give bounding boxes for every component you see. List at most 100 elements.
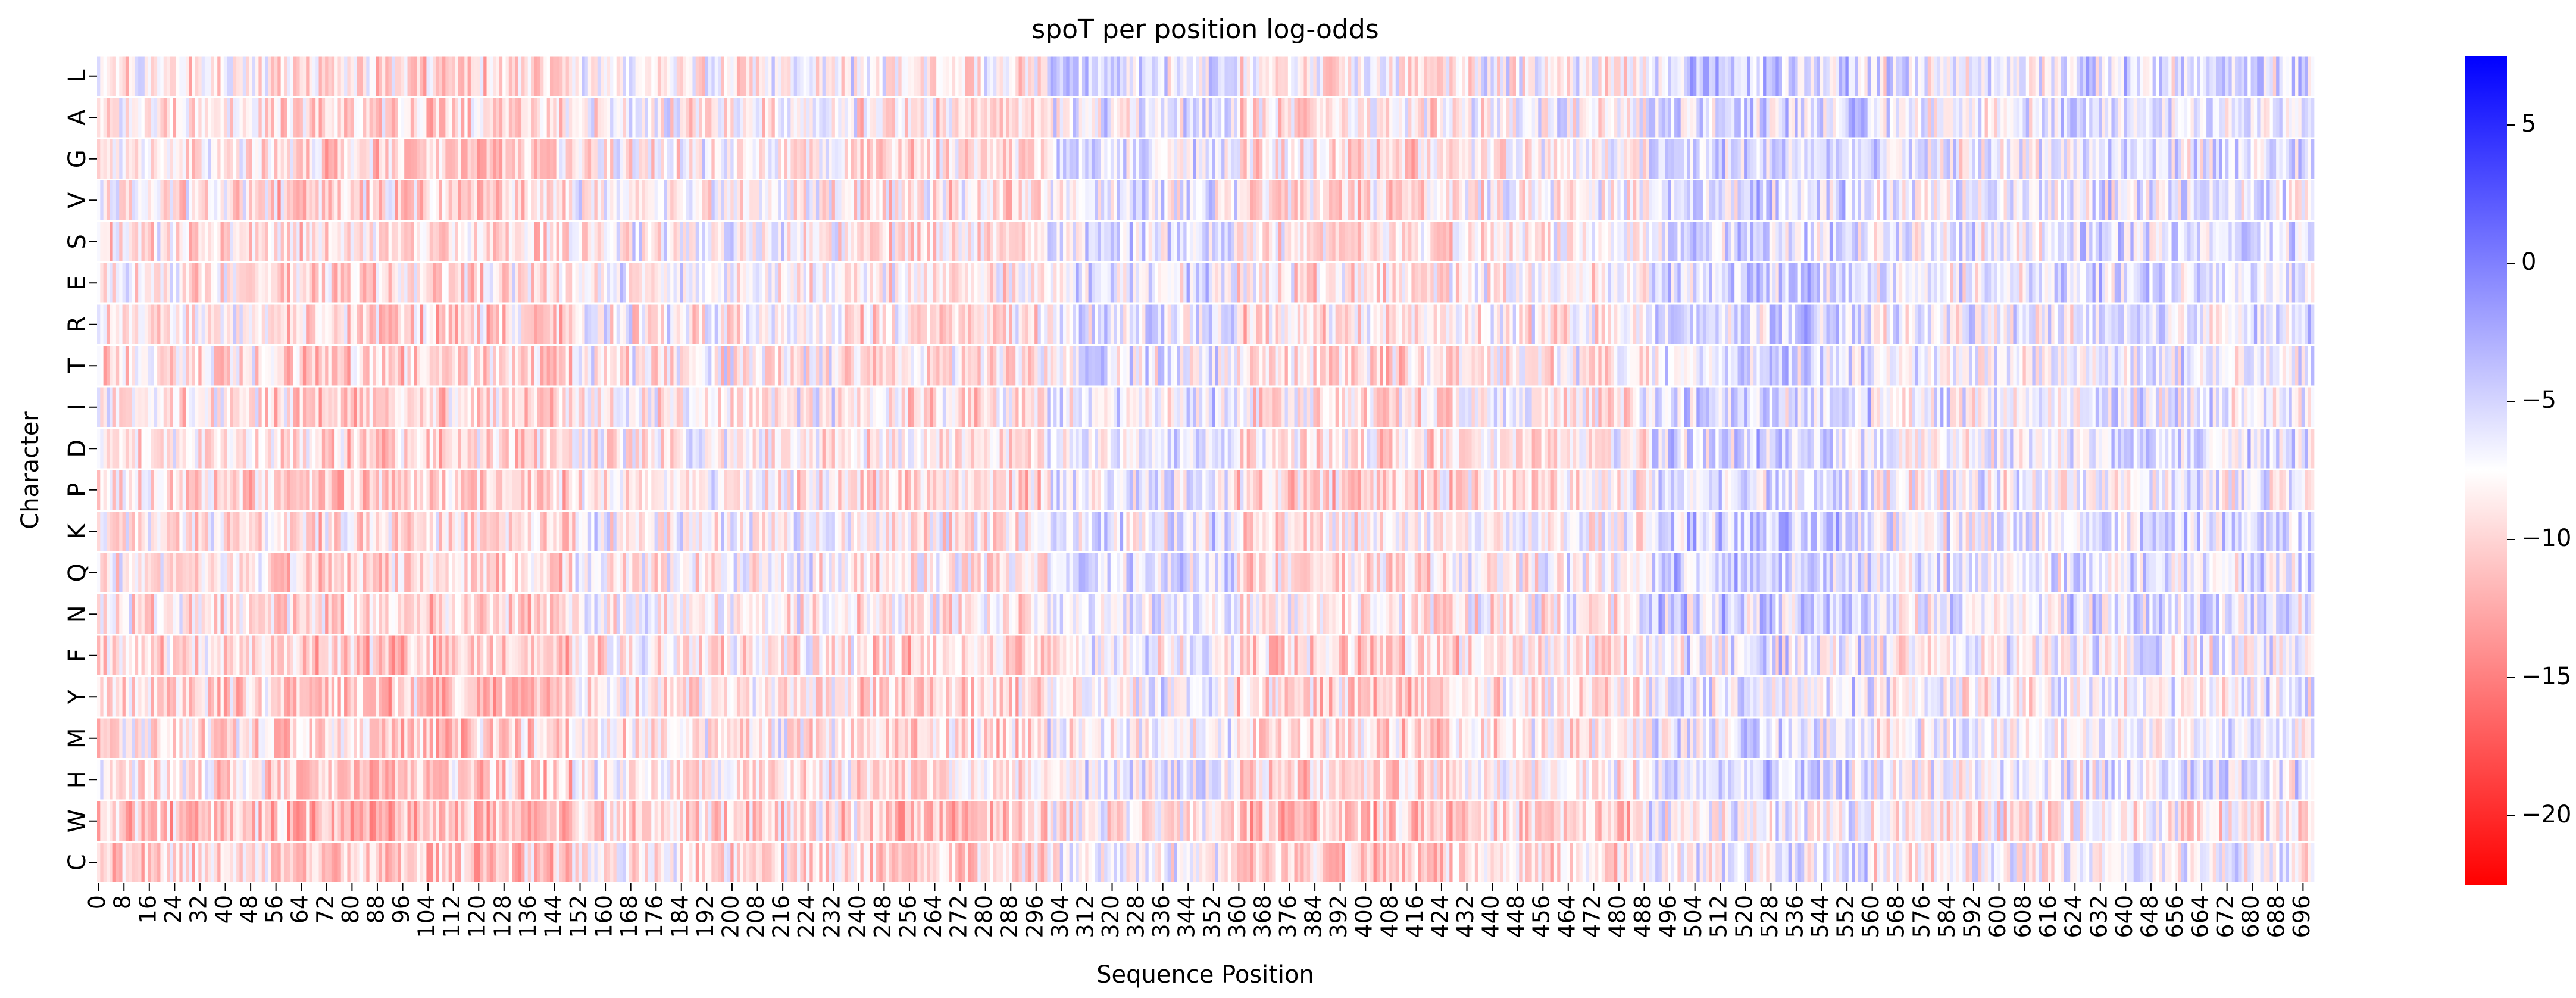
- heatmap-cell: [334, 263, 338, 303]
- heatmap-cell: [2130, 263, 2134, 303]
- heatmap-cell: [2203, 222, 2207, 261]
- heatmap-cell: [1953, 222, 1957, 261]
- heatmap-cell: [809, 98, 813, 138]
- heatmap-cell: [1544, 304, 1548, 344]
- heatmap-cell: [1649, 139, 1653, 179]
- heatmap-cell: [2308, 304, 2312, 344]
- heatmap-cell: [1563, 56, 1567, 96]
- heatmap-cell: [2064, 304, 2068, 344]
- heatmap-cell: [315, 346, 319, 386]
- heatmap-cell: [1680, 263, 1684, 303]
- heatmap-cell: [230, 180, 234, 220]
- heatmap-cell: [2190, 98, 2194, 138]
- heatmap-cell: [892, 304, 896, 344]
- heatmap-cell: [1548, 180, 1551, 220]
- heatmap-cell: [2253, 304, 2258, 344]
- heatmap-cell: [1380, 98, 1383, 138]
- heatmap-cell: [1250, 56, 1253, 96]
- heatmap-cell: [812, 263, 817, 303]
- heatmap-cell: [1814, 139, 1817, 179]
- heatmap-cell: [1186, 304, 1190, 344]
- heatmap-cell: [1012, 222, 1016, 261]
- heatmap-cell: [1687, 304, 1691, 344]
- heatmap-cell: [239, 346, 243, 386]
- heatmap-cell: [2308, 139, 2312, 179]
- heatmap-cell: [882, 304, 886, 344]
- heatmap-cell: [1586, 304, 1589, 344]
- heatmap-cell: [2048, 98, 2052, 138]
- heatmap-cell: [727, 180, 731, 220]
- heatmap-cell: [1009, 304, 1013, 344]
- heatmap-cell: [1250, 263, 1253, 303]
- heatmap-cell: [549, 98, 554, 138]
- heatmap-cell: [1139, 304, 1143, 344]
- heatmap-cell: [787, 263, 791, 303]
- heatmap-cell: [904, 56, 908, 96]
- heatmap-cell: [1871, 98, 1874, 138]
- heatmap-cell: [227, 139, 230, 179]
- heatmap-cell: [122, 222, 126, 261]
- heatmap-cell: [312, 263, 316, 303]
- heatmap-cell: [1424, 56, 1428, 96]
- heatmap-cell: [2067, 139, 2071, 179]
- heatmap-cell: [733, 263, 737, 303]
- heatmap-cell: [2010, 98, 2014, 138]
- heatmap-cell: [2118, 180, 2121, 220]
- heatmap-cell: [689, 263, 693, 303]
- heatmap-cell: [1696, 98, 1700, 138]
- heatmap-cell: [115, 222, 120, 261]
- heatmap-cell: [946, 139, 949, 179]
- heatmap-cell: [2225, 139, 2229, 179]
- heatmap-cell: [1915, 263, 1919, 303]
- heatmap-cell: [401, 56, 405, 96]
- heatmap-cell: [1522, 263, 1526, 303]
- heatmap-cell: [1500, 139, 1504, 179]
- heatmap-cell: [2225, 56, 2229, 96]
- heatmap-cell: [1325, 222, 1330, 261]
- heatmap-cell: [1680, 56, 1684, 96]
- heatmap-cell: [1161, 222, 1165, 261]
- heatmap-cell: [2000, 222, 2004, 261]
- heatmap-cell: [578, 56, 582, 96]
- heatmap-cell: [388, 222, 392, 261]
- heatmap-cell: [1133, 263, 1136, 303]
- heatmap-cell: [1411, 304, 1415, 344]
- heatmap-cell: [1772, 139, 1776, 179]
- heatmap-cell: [527, 222, 532, 261]
- heatmap-cell: [901, 180, 905, 220]
- heatmap-cell: [971, 263, 975, 303]
- heatmap-cell: [1598, 139, 1602, 179]
- heatmap-cell: [2044, 304, 2049, 344]
- heatmap-cell: [1427, 56, 1431, 96]
- heatmap-cell: [1570, 180, 1574, 220]
- heatmap-cell: [258, 263, 262, 303]
- heatmap-cell: [1548, 222, 1551, 261]
- heatmap-cell: [1427, 180, 1431, 220]
- heatmap-cell: [1718, 56, 1722, 96]
- heatmap-cell: [179, 139, 183, 179]
- heatmap-cell: [2048, 263, 2052, 303]
- heatmap-cell: [781, 180, 785, 220]
- heatmap-cell: [2193, 304, 2197, 344]
- heatmap-cell: [642, 263, 645, 303]
- heatmap-cell: [860, 98, 864, 138]
- heatmap-cell: [271, 263, 275, 303]
- heatmap-cell: [410, 304, 414, 344]
- heatmap-cell: [549, 304, 554, 344]
- heatmap-cell: [1474, 180, 1478, 220]
- heatmap-cell: [831, 222, 836, 261]
- heatmap-cell: [1294, 263, 1298, 303]
- heatmap-cell: [825, 222, 829, 261]
- heatmap-cell: [452, 139, 455, 179]
- heatmap-cell: [1481, 56, 1485, 96]
- heatmap-cell: [670, 222, 674, 261]
- heatmap-cell: [568, 139, 573, 179]
- heatmap-cell: [2019, 304, 2023, 344]
- heatmap-cell: [2212, 98, 2217, 138]
- heatmap-cell: [546, 98, 551, 138]
- heatmap-cell: [857, 180, 861, 220]
- heatmap-cell: [584, 139, 589, 179]
- heatmap-cell: [1478, 98, 1481, 138]
- heatmap-cell: [1509, 304, 1514, 344]
- heatmap-cell: [372, 263, 376, 303]
